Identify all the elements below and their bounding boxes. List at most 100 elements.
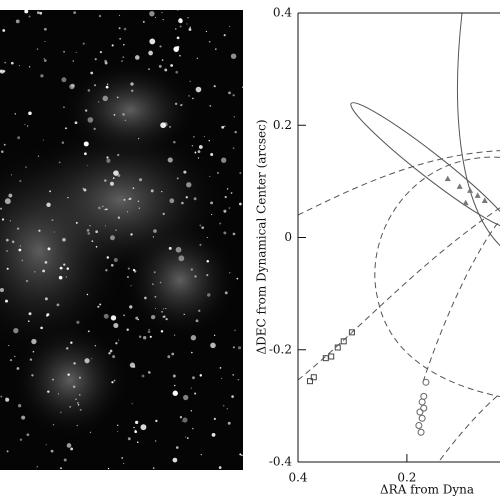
star bbox=[210, 201, 214, 205]
star bbox=[32, 350, 35, 353]
star bbox=[111, 44, 114, 47]
star bbox=[138, 335, 142, 339]
star bbox=[191, 145, 193, 147]
square-point bbox=[328, 353, 335, 360]
star bbox=[38, 229, 41, 232]
star bbox=[87, 117, 94, 123]
circle-point bbox=[417, 428, 425, 436]
star bbox=[140, 424, 147, 431]
star bbox=[113, 323, 119, 329]
star bbox=[210, 342, 216, 349]
star bbox=[110, 263, 114, 267]
triangle-point bbox=[462, 199, 469, 206]
star bbox=[69, 83, 75, 90]
star bbox=[112, 355, 116, 359]
star bbox=[63, 263, 66, 266]
star bbox=[139, 178, 142, 182]
star bbox=[66, 443, 72, 448]
star bbox=[67, 197, 69, 199]
star bbox=[24, 123, 26, 126]
star bbox=[5, 299, 8, 303]
star bbox=[231, 395, 234, 398]
star bbox=[101, 205, 104, 208]
triangle-point bbox=[474, 192, 481, 198]
star bbox=[226, 188, 229, 190]
star bbox=[52, 423, 55, 426]
star bbox=[195, 319, 199, 323]
star bbox=[117, 216, 121, 219]
star bbox=[74, 121, 78, 125]
star bbox=[138, 207, 140, 209]
star bbox=[126, 276, 129, 279]
star bbox=[0, 287, 4, 293]
star bbox=[237, 379, 239, 381]
star bbox=[0, 207, 3, 210]
star bbox=[72, 385, 76, 388]
star bbox=[186, 23, 188, 25]
star bbox=[61, 77, 67, 83]
star bbox=[62, 238, 66, 242]
star bbox=[77, 404, 80, 406]
star bbox=[222, 404, 225, 407]
star bbox=[93, 84, 97, 87]
star bbox=[176, 36, 180, 40]
star bbox=[113, 258, 118, 262]
star bbox=[21, 259, 24, 262]
star bbox=[60, 411, 62, 414]
star bbox=[154, 16, 156, 18]
star bbox=[4, 61, 7, 64]
star bbox=[91, 240, 94, 242]
star bbox=[123, 27, 127, 31]
star bbox=[232, 346, 235, 349]
star bbox=[228, 207, 231, 209]
star bbox=[135, 420, 139, 424]
star bbox=[45, 444, 47, 446]
star bbox=[199, 374, 202, 377]
star bbox=[95, 230, 98, 234]
star bbox=[87, 232, 91, 235]
star bbox=[1, 150, 4, 153]
circle-point bbox=[420, 392, 428, 400]
star bbox=[194, 275, 197, 278]
y-tick-label: 0.4 bbox=[273, 6, 292, 20]
star bbox=[136, 441, 139, 443]
star bbox=[123, 198, 126, 201]
star bbox=[75, 51, 77, 53]
star bbox=[117, 153, 120, 157]
triangle-point bbox=[456, 183, 463, 189]
star bbox=[195, 86, 202, 93]
star bbox=[24, 10, 29, 14]
star bbox=[149, 335, 152, 338]
star bbox=[148, 328, 150, 331]
star bbox=[63, 106, 65, 108]
star bbox=[134, 429, 136, 431]
star bbox=[24, 10, 27, 12]
star bbox=[1, 218, 5, 221]
star bbox=[158, 64, 162, 68]
star bbox=[27, 320, 30, 323]
star bbox=[2, 29, 6, 32]
star bbox=[107, 467, 110, 470]
nebula bbox=[10, 320, 130, 440]
star bbox=[188, 94, 191, 97]
star bbox=[44, 297, 48, 301]
star bbox=[226, 408, 228, 410]
star bbox=[104, 208, 107, 211]
star bbox=[206, 236, 209, 239]
star bbox=[25, 166, 27, 168]
star bbox=[218, 466, 222, 469]
star bbox=[126, 328, 129, 331]
star bbox=[197, 150, 201, 153]
star bbox=[83, 188, 87, 192]
star bbox=[18, 65, 21, 67]
star bbox=[19, 245, 22, 247]
star bbox=[181, 201, 184, 205]
star bbox=[36, 466, 38, 468]
star bbox=[3, 143, 6, 146]
star bbox=[51, 219, 54, 222]
star bbox=[179, 416, 183, 419]
star bbox=[153, 229, 157, 233]
star bbox=[175, 70, 179, 74]
star bbox=[86, 293, 89, 296]
orbit-solid bbox=[350, 102, 500, 228]
